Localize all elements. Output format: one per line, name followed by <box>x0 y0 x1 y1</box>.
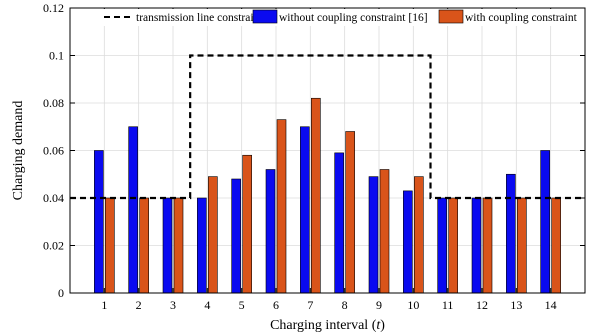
legend-without-coupling-swatch <box>252 9 278 24</box>
x-axis-title-close: ) <box>380 318 385 333</box>
bar-without-coupling <box>197 197 207 294</box>
y-tick-label: 0.12 <box>43 1 64 15</box>
x-tick-label: 4 <box>204 298 210 312</box>
bar-with-coupling <box>414 176 424 294</box>
bar-with-coupling <box>448 197 458 294</box>
bar-with-coupling <box>105 197 115 294</box>
bar-with-coupling <box>345 131 355 294</box>
legend: transmission line constraint without cou… <box>88 9 578 26</box>
bar-without-coupling <box>162 197 173 294</box>
legend-with-coupling-swatch <box>438 9 464 24</box>
legend-constraint-label: transmission line constraint <box>136 12 263 24</box>
bar-with-coupling <box>276 119 287 294</box>
x-tick-label: 12 <box>476 298 488 312</box>
x-tick-label: 2 <box>136 298 142 312</box>
x-tick-label: 5 <box>239 298 245 312</box>
x-tick-label: 3 <box>170 298 176 312</box>
x-axis-title: Charging interval (t) <box>270 318 385 333</box>
x-tick-label: 11 <box>442 298 454 312</box>
bar-with-coupling <box>482 197 493 294</box>
y-tick-label: 0.04 <box>43 191 64 205</box>
bar-with-coupling <box>242 154 252 294</box>
bar-without-coupling <box>368 176 379 294</box>
x-tick-label: 13 <box>510 298 522 312</box>
bar-without-coupling <box>300 126 310 294</box>
bar-with-coupling <box>517 197 527 294</box>
y-tick-label: 0.1 <box>49 49 64 63</box>
legend-without-coupling-label: without coupling constraint [16] <box>279 12 428 24</box>
bar-without-coupling <box>128 126 138 294</box>
x-tick-label: 9 <box>376 298 382 312</box>
x-tick-label: 14 <box>545 298 557 312</box>
axis-ticks: 00.020.040.060.080.10.121 2 3 4 5 6 7 8 9 10 11 12 1… <box>43 1 585 312</box>
x-axis-title-text: Charging interval ( <box>270 318 377 333</box>
bar-without-coupling <box>265 169 276 294</box>
bar-with-coupling <box>551 197 561 294</box>
x-tick-label: 8 <box>342 298 348 312</box>
bars <box>94 97 561 294</box>
y-axis-title: Charging demand <box>11 101 26 201</box>
legend-with-coupling-label: with coupling constraint <box>465 12 578 24</box>
bar-without-coupling <box>540 150 550 294</box>
bar-with-coupling <box>173 197 184 294</box>
bar-with-coupling <box>379 169 390 294</box>
constraint-line <box>70 54 585 200</box>
bar-without-coupling <box>403 190 413 294</box>
bar-without-coupling <box>231 178 241 294</box>
x-tick-label: 7 <box>307 298 313 312</box>
bar-with-coupling <box>311 97 321 294</box>
bar-without-coupling <box>94 150 104 294</box>
x-tick-label: 6 <box>273 298 279 312</box>
bar-without-coupling <box>506 173 516 294</box>
y-tick-label: 0.08 <box>43 96 64 110</box>
bar-with-coupling <box>208 176 218 294</box>
bar-with-coupling <box>139 197 149 294</box>
constraint-step-line <box>70 54 585 200</box>
bar-without-coupling <box>334 152 344 294</box>
x-tick-label: 10 <box>407 298 419 312</box>
y-tick-label: 0 <box>58 286 64 300</box>
bar-without-coupling <box>471 197 482 294</box>
y-tick-label: 0.06 <box>43 144 64 158</box>
x-axis-title-variable: t <box>376 318 381 333</box>
bar-without-coupling <box>437 197 447 294</box>
y-tick-label: 0.02 <box>43 239 64 253</box>
x-tick-label: 1 <box>101 298 107 312</box>
